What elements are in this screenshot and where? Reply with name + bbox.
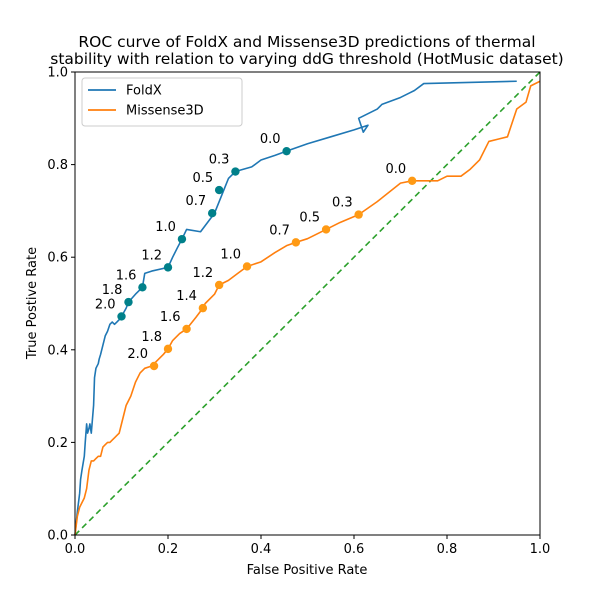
legend-label-foldx: FoldX bbox=[126, 84, 162, 99]
threshold-marker-missense3d bbox=[354, 210, 363, 219]
threshold-marker-missense3d bbox=[214, 280, 224, 290]
legend-box bbox=[81, 77, 243, 127]
threshold-marker-foldx bbox=[138, 283, 147, 292]
threshold-label-foldx: 2.0 bbox=[95, 297, 116, 312]
axes-frame bbox=[74, 71, 541, 536]
threshold-label-foldx: 0.7 bbox=[185, 194, 206, 209]
legend: FoldX Missense3D bbox=[81, 77, 243, 127]
y-axis-label: True Postive Rate bbox=[25, 247, 40, 360]
threshold-label-missense3d: 0.0 bbox=[385, 162, 406, 177]
threshold-marker-missense3d bbox=[163, 344, 173, 354]
threshold-marker-missense3d bbox=[407, 176, 417, 186]
x-tick-label: 0.8 bbox=[437, 542, 458, 557]
threshold-label-foldx: 0.5 bbox=[192, 171, 213, 186]
threshold-label-foldx: 0.3 bbox=[209, 153, 230, 168]
threshold-label-missense3d: 0.7 bbox=[269, 223, 290, 238]
threshold-marker-missense3d bbox=[149, 361, 159, 371]
threshold-label-foldx: 0.0 bbox=[260, 132, 281, 147]
y-tick-label: 0.8 bbox=[47, 158, 68, 173]
threshold-marker-foldx bbox=[124, 297, 133, 307]
x-tick-label: 0.4 bbox=[251, 542, 272, 557]
threshold-marker-missense3d bbox=[321, 225, 331, 234]
threshold-label-foldx: 1.8 bbox=[102, 283, 123, 298]
x-tick-label: 0.2 bbox=[158, 542, 179, 557]
threshold-label-missense3d: 1.8 bbox=[141, 330, 162, 345]
x-tick-label: 0.0 bbox=[65, 542, 86, 557]
y-tick-label: 1.0 bbox=[47, 66, 68, 81]
threshold-marker-foldx bbox=[117, 312, 126, 321]
threshold-label-foldx: 1.6 bbox=[116, 268, 137, 283]
threshold-label-missense3d: 1.4 bbox=[176, 289, 197, 304]
y-tick-label: 0.0 bbox=[47, 529, 68, 544]
threshold-marker-foldx bbox=[231, 167, 240, 176]
threshold-label-missense3d: 0.3 bbox=[332, 196, 353, 211]
threshold-label-missense3d: 0.5 bbox=[299, 210, 320, 225]
threshold-label-missense3d: 2.0 bbox=[127, 347, 148, 362]
threshold-label-foldx: 1.2 bbox=[141, 248, 162, 263]
threshold-marker-foldx bbox=[214, 185, 224, 195]
threshold-marker-missense3d bbox=[291, 238, 301, 247]
y-tick-label: 0.4 bbox=[47, 343, 68, 358]
y-tick-label: 0.6 bbox=[47, 251, 68, 266]
threshold-marker-foldx bbox=[207, 209, 217, 218]
threshold-label-foldx: 1.0 bbox=[155, 220, 176, 235]
threshold-label-missense3d: 1.6 bbox=[160, 310, 181, 325]
x-tick-label: 0.6 bbox=[344, 542, 365, 557]
x-tick-label: 1.0 bbox=[530, 542, 551, 557]
threshold-marker-foldx bbox=[282, 146, 291, 156]
x-axis-label: False Positive Rate bbox=[247, 563, 368, 578]
threshold-marker-foldx bbox=[163, 263, 173, 272]
chart-title-line-1: ROC curve of FoldX and Missense3D predic… bbox=[78, 33, 535, 51]
axis-ticks: 0.0 0.2 0.4 0.6 0.8 1.0 0.0 0.2 0.4 0.6 0.8 1.0 bbox=[47, 66, 550, 558]
threshold-label-missense3d: 1.2 bbox=[192, 266, 213, 281]
threshold-marker-missense3d bbox=[182, 324, 191, 334]
chart-title-line-2: stability with relation to varying ddG t… bbox=[50, 50, 563, 68]
threshold-marker-missense3d bbox=[242, 262, 252, 271]
threshold-marker-missense3d bbox=[198, 303, 208, 313]
plot-area: 0.00.30.50.71.01.21.61.82.00.00.30.50.71… bbox=[74, 71, 541, 536]
threshold-label-missense3d: 1.0 bbox=[220, 247, 241, 262]
series-line-foldx bbox=[74, 80, 517, 536]
threshold-marker-foldx bbox=[177, 234, 187, 244]
series-line-missense3d bbox=[74, 80, 541, 536]
legend-label-missense3d: Missense3D bbox=[126, 104, 204, 119]
y-tick-label: 0.2 bbox=[47, 436, 68, 451]
